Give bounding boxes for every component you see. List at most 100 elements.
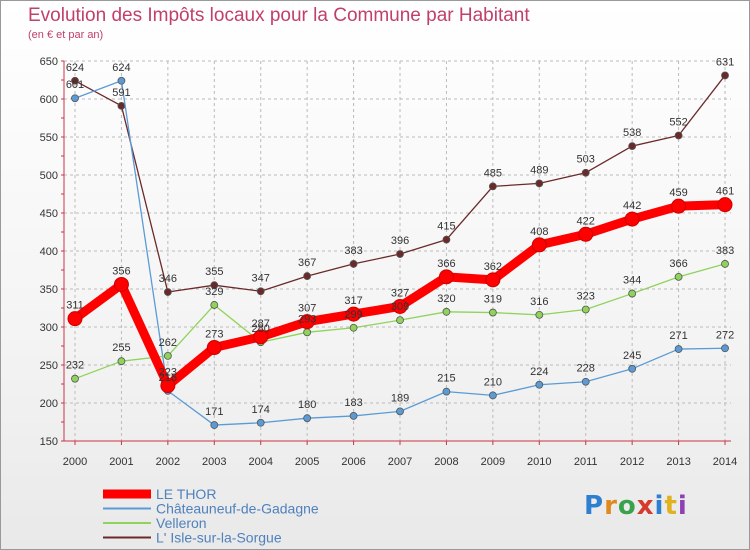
data-point bbox=[442, 387, 451, 396]
data-label: 415 bbox=[437, 221, 455, 233]
data-point bbox=[303, 272, 312, 280]
data-label: 367 bbox=[298, 257, 316, 269]
data-label: 624 bbox=[112, 62, 130, 74]
data-point bbox=[581, 168, 590, 177]
data-label: 344 bbox=[623, 275, 641, 287]
data-point bbox=[113, 276, 129, 292]
legend-label: Velleron bbox=[156, 515, 207, 531]
proxiti-logo: Proxiti bbox=[584, 491, 688, 521]
data-point bbox=[163, 351, 172, 360]
data-label: 329 bbox=[205, 286, 223, 298]
data-point bbox=[628, 142, 637, 151]
data-point bbox=[210, 281, 219, 290]
data-point bbox=[71, 76, 79, 85]
data-point bbox=[581, 305, 590, 314]
data-point bbox=[71, 94, 79, 103]
data-point bbox=[349, 260, 358, 268]
data-label: 461 bbox=[716, 186, 734, 198]
data-point bbox=[160, 378, 176, 394]
data-label: 538 bbox=[623, 127, 641, 139]
data-point bbox=[535, 179, 544, 188]
data-point bbox=[674, 272, 683, 281]
data-label: 366 bbox=[437, 258, 455, 270]
data-label: 280 bbox=[252, 323, 270, 335]
data-point bbox=[721, 71, 729, 80]
data-label: 174 bbox=[252, 404, 270, 416]
data-point bbox=[721, 344, 729, 353]
data-label: 255 bbox=[112, 342, 130, 354]
data-label: 293 bbox=[298, 313, 316, 325]
data-point bbox=[396, 250, 404, 258]
data-point bbox=[303, 414, 312, 423]
x-tick-label: 2004 bbox=[248, 456, 272, 468]
data-label: 346 bbox=[159, 273, 177, 285]
data-point bbox=[210, 301, 219, 309]
data-point bbox=[303, 328, 312, 337]
data-label: 442 bbox=[623, 200, 641, 212]
data-label: 311 bbox=[66, 300, 84, 312]
data-point bbox=[396, 407, 404, 416]
data-point bbox=[346, 306, 362, 322]
data-label: 485 bbox=[484, 167, 502, 179]
data-point bbox=[488, 308, 497, 317]
data-label: 287 bbox=[252, 318, 270, 330]
data-point bbox=[256, 287, 265, 296]
x-tick-label: 2008 bbox=[434, 456, 458, 468]
data-point bbox=[210, 421, 219, 429]
data-label: 316 bbox=[530, 296, 548, 308]
legend-label: L' Isle-sur-la-Sorgue bbox=[156, 530, 282, 546]
data-point bbox=[396, 316, 404, 325]
x-tick-label: 2013 bbox=[666, 456, 690, 468]
data-point bbox=[67, 311, 83, 327]
x-tick-label: 2011 bbox=[574, 456, 598, 468]
data-point bbox=[117, 101, 126, 110]
y-tick-label: 400 bbox=[40, 246, 58, 258]
data-label: 215 bbox=[437, 373, 455, 385]
data-label: 631 bbox=[716, 56, 734, 68]
data-point bbox=[117, 357, 126, 366]
data-point bbox=[535, 380, 544, 389]
data-label: 232 bbox=[66, 360, 84, 372]
data-point bbox=[721, 260, 729, 268]
data-label: 309 bbox=[391, 301, 409, 313]
data-label: 271 bbox=[669, 330, 687, 342]
data-label: 171 bbox=[205, 406, 223, 418]
y-tick-label: 250 bbox=[40, 360, 58, 372]
data-label: 223 bbox=[159, 367, 177, 379]
logo-letter: i bbox=[677, 491, 688, 521]
data-label: 489 bbox=[530, 164, 548, 176]
data-label: 552 bbox=[669, 116, 687, 128]
data-point bbox=[717, 197, 733, 213]
data-point bbox=[253, 329, 269, 345]
data-label: 272 bbox=[716, 329, 734, 341]
data-label: 228 bbox=[577, 363, 595, 375]
data-label: 245 bbox=[623, 350, 641, 362]
data-point bbox=[674, 131, 683, 140]
x-tick-label: 2006 bbox=[341, 456, 365, 468]
data-label: 307 bbox=[298, 303, 316, 315]
data-label: 317 bbox=[344, 295, 362, 307]
data-point bbox=[163, 288, 172, 296]
data-point bbox=[117, 76, 126, 85]
data-point bbox=[578, 226, 594, 242]
x-tick-label: 2001 bbox=[109, 456, 133, 468]
data-label: 422 bbox=[577, 215, 595, 227]
data-label: 601 bbox=[66, 79, 84, 91]
data-point bbox=[349, 412, 358, 420]
logo-letter: r bbox=[604, 491, 618, 521]
legend-label: Châteauneuf-de-Gadagne bbox=[156, 501, 319, 517]
x-tick-label: 2003 bbox=[202, 456, 226, 468]
data-label: 383 bbox=[716, 245, 734, 257]
data-point bbox=[535, 310, 544, 319]
data-label: 366 bbox=[669, 258, 687, 270]
y-tick-label: 300 bbox=[40, 322, 58, 334]
logo-letter: t bbox=[664, 491, 678, 521]
data-point bbox=[256, 418, 265, 427]
data-point bbox=[71, 374, 79, 383]
data-label: 396 bbox=[391, 235, 409, 247]
y-tick-label: 200 bbox=[40, 398, 58, 410]
data-point bbox=[438, 269, 454, 285]
x-tick-label: 2007 bbox=[388, 456, 412, 468]
chart-subtitle: (en € et par an) bbox=[28, 29, 104, 41]
